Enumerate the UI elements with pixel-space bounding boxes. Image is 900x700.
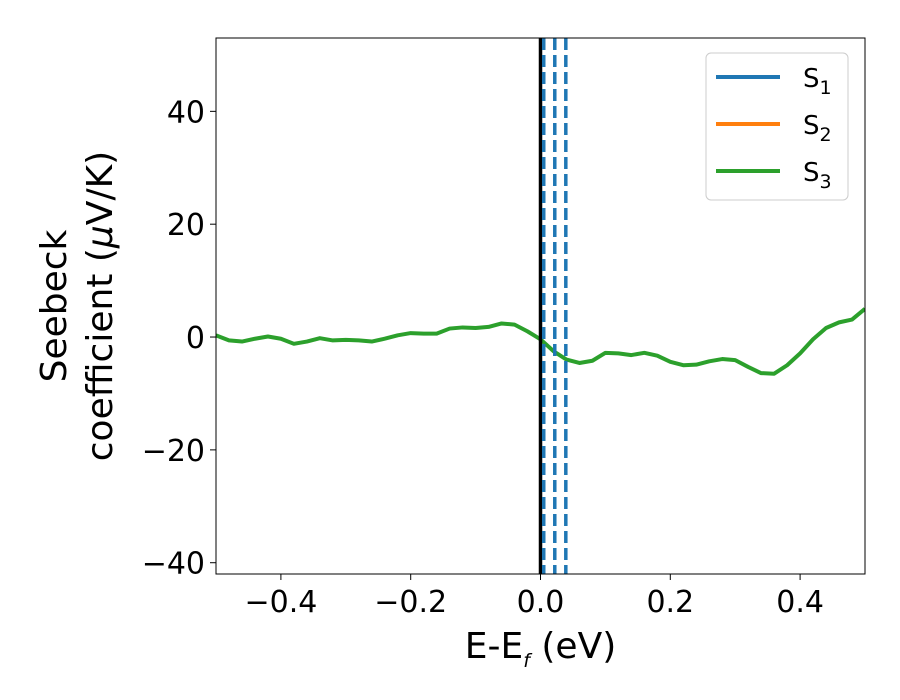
legend-label-3: S3: [803, 158, 832, 193]
y-axis-label: Seebeck coefficient (μV/K): [34, 151, 121, 461]
x-tick-label: 0.2: [646, 585, 694, 620]
x-tick-label: 0.0: [517, 585, 565, 620]
y-axis-label-line2: coefficient (μV/K): [80, 151, 121, 461]
y-tick-label: 0: [186, 321, 205, 356]
y-tick-label: 40: [167, 95, 205, 130]
legend-label-1: S1: [803, 64, 832, 99]
x-tick-label: −0.2: [374, 585, 447, 620]
x-axis: −0.4 −0.2 0.0 0.2 0.4: [244, 574, 824, 620]
legend-label-2: S2: [803, 111, 832, 146]
x-tick-label: −0.4: [244, 585, 317, 620]
y-tick-label: 20: [167, 208, 205, 243]
legend-box: [705, 52, 849, 201]
y-axis: −40 −20 0 20 40: [142, 95, 216, 582]
x-tick-label: 0.4: [776, 585, 824, 620]
legend: S1 S2 S3: [705, 52, 849, 201]
y-tick-label: −40: [142, 547, 205, 582]
y-axis-label-line1: Seebeck: [34, 229, 75, 382]
x-axis-label: E-Ef (eV): [465, 626, 617, 672]
plot-area: [216, 38, 865, 574]
y-tick-label: −20: [142, 434, 205, 469]
